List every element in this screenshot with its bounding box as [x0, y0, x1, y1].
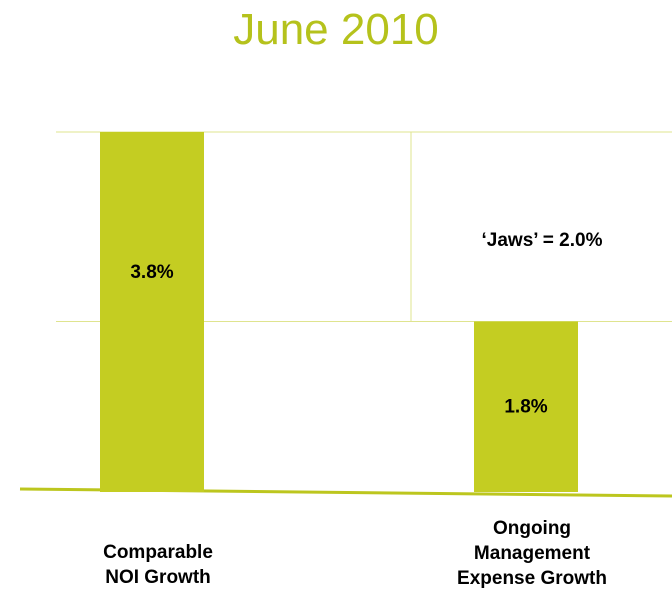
category-label-line: Expense Growth — [457, 568, 607, 589]
bar-ongoing-management-expense-growth — [474, 321, 578, 492]
category-label-line: NOI Growth — [105, 567, 211, 588]
category-label-comparable-noi-growth: Comparable NOI Growth — [58, 540, 258, 590]
category-label-line: Ongoing — [492, 518, 572, 539]
bar-value-label-comparable-noi-growth: 3.8% — [130, 262, 173, 283]
bar-comparable-noi-growth — [100, 132, 204, 492]
category-label-line: Management — [473, 543, 591, 564]
category-label-ongoing-management-expense-growth: Ongoing Management Expense Growth — [432, 516, 632, 591]
category-label-line: Comparable — [103, 542, 213, 563]
jaws-annotation: ‘Jaws’ = 2.0% — [482, 230, 603, 251]
bar-value-label-ongoing-management-expense-growth: 1.8% — [504, 397, 547, 418]
chart-title: June 2010 — [233, 5, 439, 54]
